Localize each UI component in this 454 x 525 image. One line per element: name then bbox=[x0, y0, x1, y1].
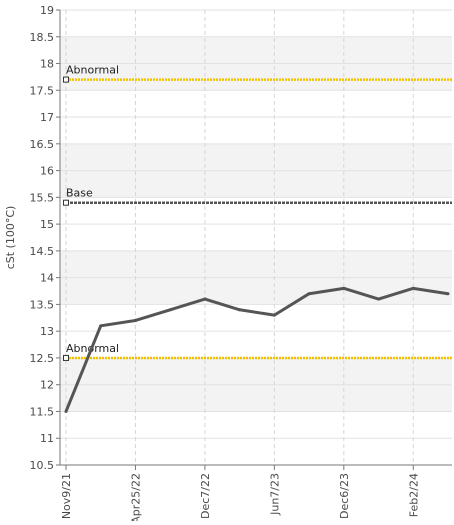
y-tick-label: 17 bbox=[40, 111, 54, 124]
x-tick-labels: Nov9/21 Apr25/22 Dec7/22 Jun7/23 Dec6/23 Feb2… bbox=[60, 473, 420, 524]
data-point bbox=[411, 286, 415, 290]
y-tick-label: 12.5 bbox=[30, 352, 55, 365]
data-point bbox=[238, 308, 242, 312]
x-tick-label: Jun7/23 bbox=[268, 473, 281, 516]
y-tick-label: 15.5 bbox=[30, 191, 55, 204]
data-point bbox=[377, 297, 381, 301]
reference-marker bbox=[63, 199, 69, 206]
data-point bbox=[133, 318, 137, 322]
y-tick-label: 13.5 bbox=[30, 298, 55, 311]
data-point bbox=[168, 308, 172, 312]
y-tick-label: 16 bbox=[40, 165, 54, 178]
y-tick-label: 15 bbox=[40, 218, 54, 231]
data-point bbox=[99, 324, 103, 328]
y-tick-label: 18.5 bbox=[30, 31, 55, 44]
y-tick-label: 17.5 bbox=[30, 84, 55, 97]
reference-label: Abnormal bbox=[66, 64, 119, 77]
x-tick-label: Dec7/22 bbox=[199, 473, 212, 519]
y-tick-label: 18 bbox=[40, 58, 54, 71]
data-point bbox=[203, 297, 207, 301]
reference-label: Base bbox=[66, 187, 93, 200]
y-tick-label: 10.5 bbox=[30, 459, 55, 472]
reference-marker bbox=[63, 76, 69, 83]
data-point bbox=[272, 313, 276, 317]
data-point bbox=[64, 409, 68, 413]
y-axis-label: cSt (100°C) bbox=[4, 206, 17, 270]
x-tick-label: Dec6/23 bbox=[338, 473, 351, 519]
series-line bbox=[64, 286, 449, 413]
y-tick-label: 16.5 bbox=[30, 138, 55, 151]
y-tick-label: 11.5 bbox=[30, 405, 55, 418]
data-point bbox=[446, 292, 450, 296]
y-tick-label: 14 bbox=[40, 272, 54, 285]
data-point bbox=[342, 286, 346, 290]
y-tick-label: 19 bbox=[40, 4, 54, 17]
y-tick-label: 14.5 bbox=[30, 245, 55, 258]
axes bbox=[56, 9, 452, 470]
x-tick-label: Nov9/21 bbox=[60, 473, 73, 519]
x-tick-label: Feb2/24 bbox=[407, 473, 420, 517]
y-tick-label: 12 bbox=[40, 379, 54, 392]
x-tick-label: Apr25/22 bbox=[129, 473, 142, 521]
y-tick-label: 13 bbox=[40, 325, 54, 338]
reference-marker bbox=[63, 354, 69, 361]
y-tick-labels: 10.5 11 11.5 12 12.5 13 13.5 14 14.5 15 15.5 16 16.5… bbox=[30, 4, 55, 472]
y-tick-label: 11 bbox=[40, 432, 54, 445]
data-point bbox=[307, 292, 311, 296]
series bbox=[64, 286, 450, 413]
